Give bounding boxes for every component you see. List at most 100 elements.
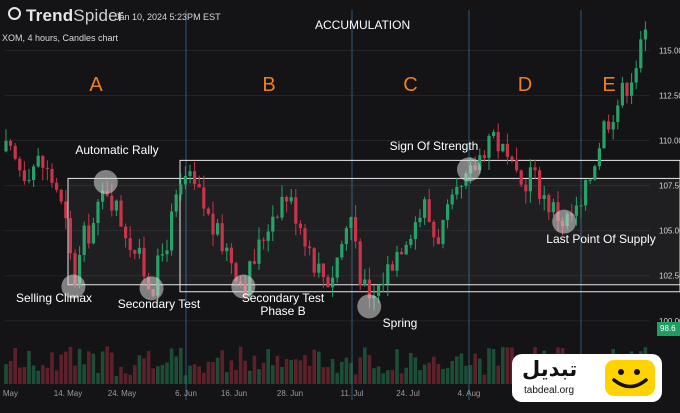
volume-bar — [294, 359, 298, 384]
volume-bar — [312, 349, 316, 384]
volume-bar — [441, 368, 445, 384]
candle-body — [634, 68, 638, 83]
candle-body — [450, 194, 454, 205]
volume-bar — [455, 356, 459, 384]
event-marker-circle — [357, 294, 382, 319]
candles — [4, 21, 647, 311]
candle-body — [413, 222, 417, 239]
candle-body — [142, 247, 146, 277]
volume-bar — [13, 347, 17, 384]
event-label: Spring — [383, 316, 418, 330]
candle-body — [607, 121, 611, 130]
volume-bar — [317, 351, 321, 384]
volume-bar — [381, 373, 385, 384]
candle-body — [211, 213, 215, 235]
volume-bar — [8, 360, 13, 384]
candle-body — [593, 166, 597, 180]
candle-body — [367, 279, 371, 299]
last-price-badge: 98.6 — [657, 322, 680, 336]
volume-bar — [45, 367, 50, 384]
trendspider-logo[interactable]: TrendSpider — [8, 6, 124, 26]
volume-bar — [206, 361, 211, 384]
volume-bar — [59, 354, 63, 384]
candle-body — [285, 196, 289, 202]
candle-body — [588, 179, 592, 181]
volume-bar — [100, 351, 105, 384]
x-tick-label: 11. Jul — [341, 389, 364, 398]
candle-body — [119, 200, 123, 227]
volume-bar — [478, 358, 482, 384]
volume-bar — [238, 346, 243, 384]
volume-bar — [464, 365, 468, 384]
upper-range-box — [179, 159, 680, 293]
volume-bar — [487, 348, 491, 384]
candle-body — [27, 180, 31, 182]
candle-body — [381, 283, 385, 286]
volume-bar — [22, 366, 27, 384]
candle-body — [363, 279, 367, 286]
volume-bar — [202, 372, 206, 384]
volume-bar — [128, 374, 132, 384]
candle-body — [197, 184, 201, 188]
volume-bar — [422, 364, 427, 384]
volume-bar — [376, 366, 381, 384]
candle-body — [496, 132, 500, 152]
volume-bar — [450, 361, 454, 384]
candle-body — [220, 223, 224, 252]
volume-bar — [18, 367, 22, 384]
tabdeal-watermark: تبدیل tabdeal.org — [512, 354, 662, 402]
volume-bar — [307, 365, 312, 384]
candle-body — [611, 122, 615, 130]
volume-bar — [27, 350, 31, 384]
volume-bar — [96, 372, 100, 384]
candle-body — [36, 155, 40, 167]
candle-body — [358, 241, 362, 286]
smile-logo-icon — [605, 360, 655, 396]
candle-body — [427, 199, 431, 222]
candle-body — [446, 204, 450, 220]
volume-bar — [353, 374, 358, 384]
volume-bar — [123, 373, 128, 384]
volume-bar — [459, 353, 464, 384]
volume-bar — [326, 366, 330, 384]
candle-body — [620, 82, 624, 106]
volume-bar — [275, 355, 280, 384]
event-label: Secondary Test — [118, 297, 201, 311]
candle-body — [395, 251, 399, 271]
brand-name: تبدیل — [522, 357, 578, 381]
candle-body — [55, 182, 59, 190]
spider-logo-icon — [8, 7, 21, 20]
volume-bar — [68, 346, 73, 384]
volume-bar — [156, 366, 160, 384]
volume-bar — [31, 365, 36, 384]
volume-bar — [54, 370, 59, 384]
candle-body — [528, 167, 532, 192]
candle-body — [165, 250, 169, 255]
y-tick-label: 102.50 — [659, 272, 680, 281]
candle-body — [455, 186, 459, 195]
volume-bar — [165, 362, 169, 384]
candle-body — [349, 217, 353, 229]
candle-body — [252, 261, 256, 264]
candle-body — [510, 156, 514, 160]
event-marker-circle — [457, 157, 481, 182]
candle-body — [538, 170, 542, 199]
candle-body — [298, 223, 302, 229]
volume-bar — [105, 346, 109, 384]
candle-body — [602, 121, 606, 149]
event-marker-circle — [552, 209, 577, 234]
candle-body — [354, 217, 358, 242]
candle-body — [78, 254, 82, 286]
volume-bar — [41, 365, 45, 384]
candle-body — [436, 237, 440, 244]
x-tick-label: 28. Jun — [277, 389, 303, 398]
volume-bar — [243, 360, 247, 384]
volume-bar — [409, 352, 413, 384]
candle-body — [160, 254, 164, 256]
phase-letter-e: E — [602, 74, 615, 96]
candle-body — [9, 140, 13, 146]
x-tick-label: 24. Jul — [396, 389, 420, 398]
volume-bar — [445, 367, 450, 384]
volume-bar — [427, 362, 431, 384]
